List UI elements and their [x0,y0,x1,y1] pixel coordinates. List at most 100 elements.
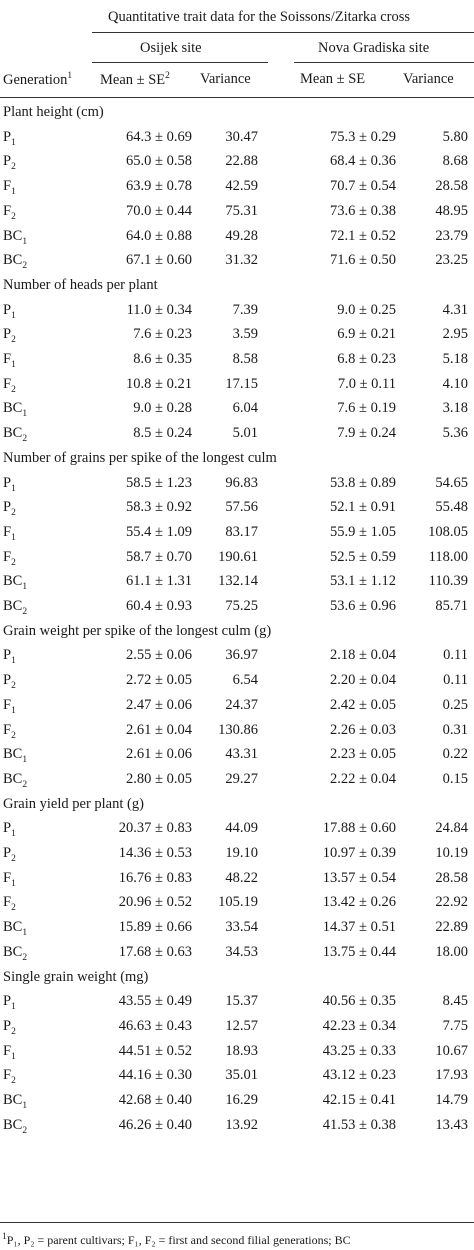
generation-cell: BC2 [3,425,28,444]
variance-osijek-cell: 35.01 [225,1067,258,1084]
variance-nova-cell: 0.11 [443,647,468,664]
variance-osijek-cell: 31.32 [225,252,258,269]
mean-se-nova-cell: 43.12 ± 0.23 [322,1067,396,1084]
variance-osijek-cell: 8.58 [232,351,258,367]
generation-cell: F1 [3,869,16,889]
variance-nova-cell: 7.75 [442,1017,468,1034]
section-title: Plant height (cm) [3,104,104,120]
table-super-title: Quantitative trait data for the Soissons… [108,9,411,25]
variance-nova-cell: 24.84 [435,820,468,837]
header-rule-nova [294,62,474,63]
mean-se-osijek-cell: 20.96 ± 0.52 [118,894,192,911]
variance-nova-cell: 54.65 [435,474,468,491]
generation-cell: BC1 [3,400,28,420]
mean-se-nova-cell: 53.1 ± 1.12 [330,573,396,590]
mean-se-osijek-cell: 10.8 ± 0.21 [126,375,192,392]
header-rule-osijek [92,62,268,63]
generation-cell: BC2 [3,1116,28,1136]
mean-se-osijek-cell: 58.3 ± 0.92 [126,499,192,516]
variance-osijek-cell: 3.59 [232,326,258,343]
mean-se-nova-cell: 41.53 ± 0.38 [322,1116,396,1133]
section-title: Grain yield per plant (g) [3,795,144,812]
variance-nova-cell: 14.79 [435,1092,468,1108]
generation-cell: BC1 [3,227,28,247]
generation-cell: F2 [3,375,16,395]
variance-osijek-cell: 7.39 [232,301,258,318]
variance-nova-cell: 55.48 [435,499,468,516]
site-nova-gradiska-label: Nova Gradiska site [318,40,430,56]
generation-cell: BC1 [3,573,28,593]
variance-osijek-cell: 57.56 [225,499,258,516]
variance-nova-cell: 48.95 [435,202,468,219]
variance-nova-cell: 28.58 [435,869,468,886]
variance-osijek-cell: 13.92 [225,1116,258,1133]
variance-osijek-cell: 33.54 [225,919,258,936]
mean-se-nova-cell: 14.37 ± 0.51 [322,919,396,936]
variance-nova-cell: 4.31 [442,301,468,318]
variance-nova-cell: 0.11 [443,672,468,689]
variance-nova-cell: 118.00 [428,548,468,565]
mean-se-nova-cell: 6.9 ± 0.21 [337,326,396,343]
mean-se-osijek-cell: 67.1 ± 0.60 [126,252,192,269]
generation-cell: P2 [3,845,16,864]
mean-se-nova-cell: 13.75 ± 0.44 [322,943,396,960]
generation-cell: F2 [3,894,16,914]
variance-osijek-cell: 43.31 [225,746,258,763]
mean-se-nova-cell: 13.42 ± 0.26 [322,894,396,911]
mean-se-osijek-cell: 2.55 ± 0.06 [126,647,192,664]
section-title: Grain weight per spike of the longest cu… [3,622,272,639]
mean-se-nova-cell: 55.9 ± 1.05 [330,523,396,540]
mean-se-nova-cell: 2.23 ± 0.05 [330,746,396,763]
mean-se-osijek-cell: 2.61 ± 0.06 [126,746,192,763]
mean-se-nova-cell: 75.3 ± 0.29 [330,128,396,145]
variance-nova-cell: 8.45 [442,993,468,1010]
variance-nova-cell: 10.67 [435,1042,468,1059]
generation-cell: P1 [3,993,16,1013]
site-osijek-label: Osijek site [140,40,202,56]
variance-osijek-cell: 49.28 [225,227,258,244]
generation-cell: F2 [3,202,16,222]
generation-cell: F1 [3,178,16,197]
variance-osijek-cell: 190.61 [218,548,258,565]
mean-se-osijek-cell: 61.1 ± 1.31 [126,573,192,590]
variance-osijek-cell: 22.88 [225,153,258,170]
mean-se-nova-cell: 52.1 ± 0.91 [330,499,396,516]
mean-se-osijek-cell: 43.55 ± 0.49 [118,993,192,1010]
mean-se-nova-cell: 6.8 ± 0.23 [337,351,396,367]
generation-cell: F1 [3,696,16,716]
variance-osijek-cell: 130.86 [218,721,258,738]
header-rule-bottom [0,97,474,98]
mean-se-nova-cell: 68.4 ± 0.36 [330,153,396,170]
variance-nova-cell: 2.95 [442,326,468,343]
generation-cell: P1 [3,820,16,840]
variance-osijek-cell: 44.09 [225,820,258,837]
mean-se-nova-cell: 2.42 ± 0.05 [330,696,396,713]
variance-nova-cell: 23.25 [435,252,468,269]
mean-se-osijek-cell: 9.0 ± 0.28 [133,400,192,417]
generation-cell: BC2 [3,943,28,963]
footnote: 1P₁, P₂ = parent cultivars; F₁, F₂ = fir… [2,1232,351,1247]
variance-nova-cell: 5.36 [442,425,468,442]
variance-osijek-cell: 132.14 [218,573,258,590]
mean-se-osijek-cell: 46.26 ± 0.40 [118,1116,192,1133]
variance-nova-cell: 4.10 [442,375,468,392]
column-header-variance-nova: Variance [403,71,454,87]
mean-se-nova-cell: 2.18 ± 0.04 [330,647,396,664]
generation-cell: P2 [3,1017,16,1037]
generation-cell: BC2 [3,770,28,790]
generation-cell: F2 [3,1067,16,1087]
table-rule-bottom [0,1222,474,1223]
mean-se-nova-cell: 53.8 ± 0.89 [330,474,396,491]
variance-osijek-cell: 18.93 [225,1042,258,1059]
mean-se-nova-cell: 52.5 ± 0.59 [330,548,396,565]
generation-cell: BC1 [3,919,28,938]
variance-osijek-cell: 36.97 [225,647,258,664]
generation-cell: P2 [3,672,16,691]
variance-osijek-cell: 17.15 [225,375,258,392]
generation-cell: P1 [3,301,16,321]
variance-nova-cell: 8.68 [442,153,468,170]
mean-se-nova-cell: 40.56 ± 0.35 [322,993,396,1010]
mean-se-osijek-cell: 63.9 ± 0.78 [126,178,192,195]
column-header-mean-osijek: Mean ± SE2 [100,71,170,88]
mean-se-osijek-cell: 2.47 ± 0.06 [126,696,192,713]
